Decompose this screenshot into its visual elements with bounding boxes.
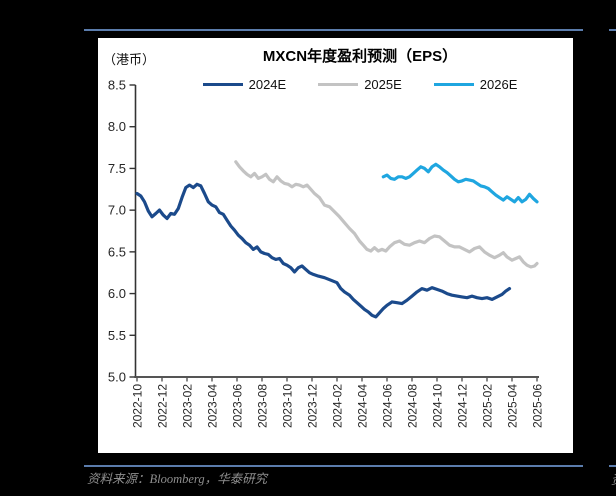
legend-label-2024e: 2024E — [248, 77, 287, 92]
y-axis-unit-label: （港币） — [103, 52, 156, 67]
card-bottom-rule — [84, 465, 583, 467]
series-line-2026e — [381, 162, 539, 204]
x-tick-label: 2025-02 — [481, 384, 495, 428]
x-tick-label: 2024-08 — [406, 384, 420, 428]
x-tick-label: 2022-10 — [131, 384, 145, 428]
x-tick-label: 2024-04 — [356, 384, 370, 428]
source-note: 资料来源：Bloomberg，华泰研究 — [87, 472, 268, 486]
chart-title: MXCN年度盈利预测（EPS） — [262, 48, 458, 65]
series-line-2025e — [234, 160, 539, 269]
y-tick-label: 5.0 — [108, 370, 126, 385]
legend-item-2026e: 2026E — [433, 77, 518, 92]
x-tick-label: 2024-06 — [381, 384, 395, 428]
x-tick-label: 2023-12 — [306, 384, 320, 428]
legend-item-2025e: 2025E — [318, 77, 402, 92]
adjacent-card-bottom-rule — [609, 465, 616, 467]
x-tick-label: 2023-08 — [256, 384, 270, 428]
legend-swatch-2026e — [433, 82, 474, 87]
legend-item-2024e: 2024E — [202, 77, 287, 92]
legend-swatch-2024e — [202, 82, 243, 87]
y-tick-label: 7.0 — [108, 203, 126, 218]
card-top-rule — [84, 29, 583, 31]
legend-label-2025e: 2025E — [364, 77, 402, 92]
x-tick-label: 2023-10 — [281, 384, 295, 428]
y-tick-label: 5.5 — [108, 328, 126, 343]
legend-swatch-2025e — [318, 82, 359, 87]
y-tick-label: 6.0 — [108, 286, 126, 301]
x-tick-label: 2023-04 — [206, 384, 220, 428]
x-tick-label: 2025-04 — [506, 384, 520, 428]
x-tick-label: 2025-06 — [531, 384, 545, 428]
adjacent-card-source-fragment: 资 — [611, 469, 616, 485]
x-tick-label: 2024-12 — [456, 384, 470, 428]
adjacent-card-top-rule — [609, 29, 616, 31]
chart-legend: 2024E 2025E 2026E — [137, 77, 583, 92]
x-tick-label: 2023-02 — [181, 384, 195, 428]
x-tick-label: 2023-06 — [231, 384, 245, 428]
y-tick-label: 6.5 — [108, 244, 126, 259]
legend-label-2026e: 2026E — [479, 77, 518, 92]
x-tick-label: 2022-12 — [156, 384, 170, 428]
y-tick-label: 7.5 — [108, 161, 126, 176]
y-tick-label: 8.5 — [108, 78, 126, 93]
x-tick-label: 2024-02 — [331, 384, 345, 428]
x-tick-label: 2024-10 — [431, 384, 445, 428]
series-line-2024e — [135, 182, 512, 319]
y-tick-label: 8.0 — [108, 119, 126, 134]
chart-card — [98, 38, 573, 453]
